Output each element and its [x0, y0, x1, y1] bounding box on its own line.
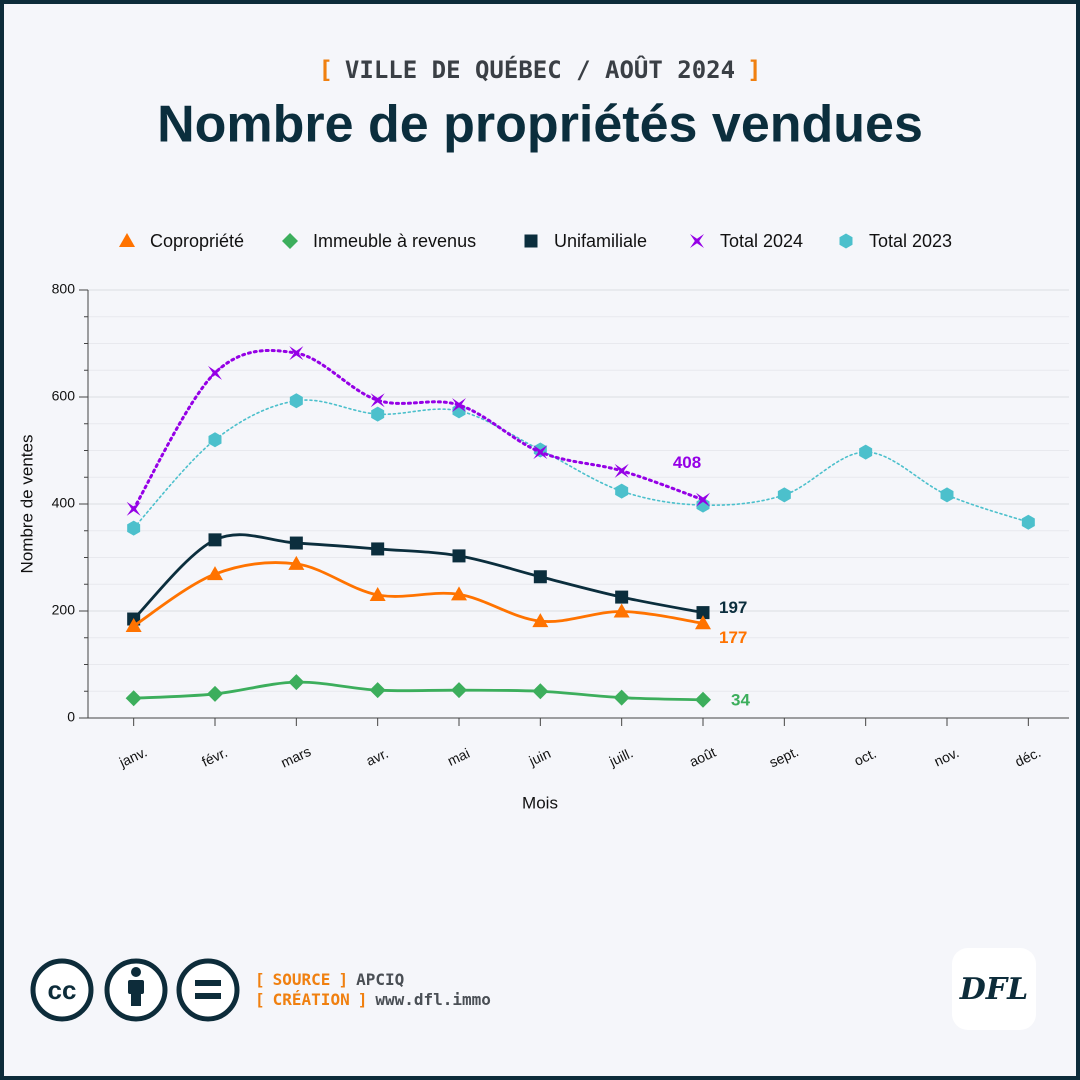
point	[289, 536, 303, 550]
point	[696, 606, 710, 620]
point	[208, 365, 222, 380]
point	[126, 501, 141, 516]
logo: DFL	[959, 972, 1028, 1007]
point	[371, 542, 385, 556]
series-line	[132, 680, 705, 702]
by-legs	[131, 992, 141, 1006]
point	[371, 406, 385, 422]
point	[370, 393, 385, 408]
footer-text: CRÉATION	[273, 990, 350, 1009]
point	[532, 613, 549, 628]
nd-icon	[176, 958, 240, 1022]
by-head	[131, 967, 141, 977]
point	[451, 682, 467, 699]
point	[208, 432, 222, 448]
point	[125, 690, 142, 707]
point	[288, 555, 305, 570]
by-body	[128, 980, 144, 994]
point	[533, 570, 547, 584]
license-icons: cc	[30, 958, 240, 1022]
point	[369, 682, 386, 699]
cc-icon	[30, 958, 94, 1022]
subtitle: [VILLE DE QUÉBEC / AOÛT 2024]	[318, 54, 761, 84]
point	[614, 463, 629, 478]
y-tick-label: 0	[67, 709, 75, 725]
y-tick-label: 800	[52, 281, 76, 297]
logo-box	[952, 948, 1036, 1030]
footer-text: ]	[358, 990, 368, 1009]
point	[288, 674, 305, 691]
legend-label: Immeuble à revenus	[313, 231, 476, 251]
point	[613, 603, 630, 618]
point	[613, 689, 630, 706]
legend-label: Copropriété	[150, 231, 244, 251]
data-label: 197	[719, 598, 747, 617]
point	[1021, 514, 1035, 530]
series-line	[132, 399, 1030, 529]
point	[369, 586, 386, 601]
y-tick-label: 200	[52, 602, 76, 618]
footer-text: [	[255, 990, 265, 1009]
point	[127, 520, 141, 536]
x-axis-title: Mois	[522, 793, 558, 812]
chart-title: Nombre de propriétés vendues	[157, 96, 923, 154]
background	[4, 4, 1076, 1076]
legend-label: Total 2023	[869, 231, 952, 251]
point	[452, 398, 466, 413]
legend-marker	[524, 234, 538, 248]
legend-marker	[690, 234, 704, 248]
nd-bar	[195, 980, 221, 986]
legend-marker	[839, 233, 853, 249]
point	[208, 533, 222, 547]
footer-text: www.dfl.immo	[375, 990, 491, 1009]
point	[615, 483, 629, 499]
legend-label: Total 2024	[720, 231, 803, 251]
point	[289, 346, 304, 361]
point	[695, 691, 711, 708]
cc-text: cc	[48, 975, 77, 1005]
point	[207, 566, 223, 581]
point	[533, 445, 548, 460]
point	[777, 487, 791, 503]
data-label: 408	[673, 453, 701, 472]
y-axis-title: Nombre de ventes	[17, 435, 36, 574]
point	[696, 492, 710, 507]
point	[289, 393, 303, 409]
point	[615, 590, 629, 604]
footer-text: ]	[338, 970, 348, 989]
legend-marker	[119, 233, 135, 247]
footer-text: APCIQ	[356, 970, 404, 989]
footer-line: [ CRÉATION] www.dfl.immo	[255, 990, 491, 1009]
footer-text: [	[255, 970, 265, 989]
point	[207, 685, 223, 702]
footer-line: [ SOURCE] APCIQ	[255, 970, 404, 989]
nd-bar	[195, 993, 221, 999]
legend-label: Unifamiliale	[554, 231, 647, 251]
point	[940, 487, 954, 503]
y-tick-label: 400	[52, 495, 76, 511]
point	[451, 586, 467, 601]
point	[125, 617, 142, 632]
point	[452, 549, 466, 563]
data-label: 177	[719, 628, 747, 647]
footer-text: SOURCE	[273, 970, 331, 989]
point	[532, 683, 549, 700]
point	[859, 444, 873, 460]
data-label: 34	[731, 690, 750, 709]
series-line	[132, 561, 705, 628]
legend-marker	[282, 233, 298, 249]
y-tick-label: 600	[52, 388, 76, 404]
point	[695, 615, 711, 630]
